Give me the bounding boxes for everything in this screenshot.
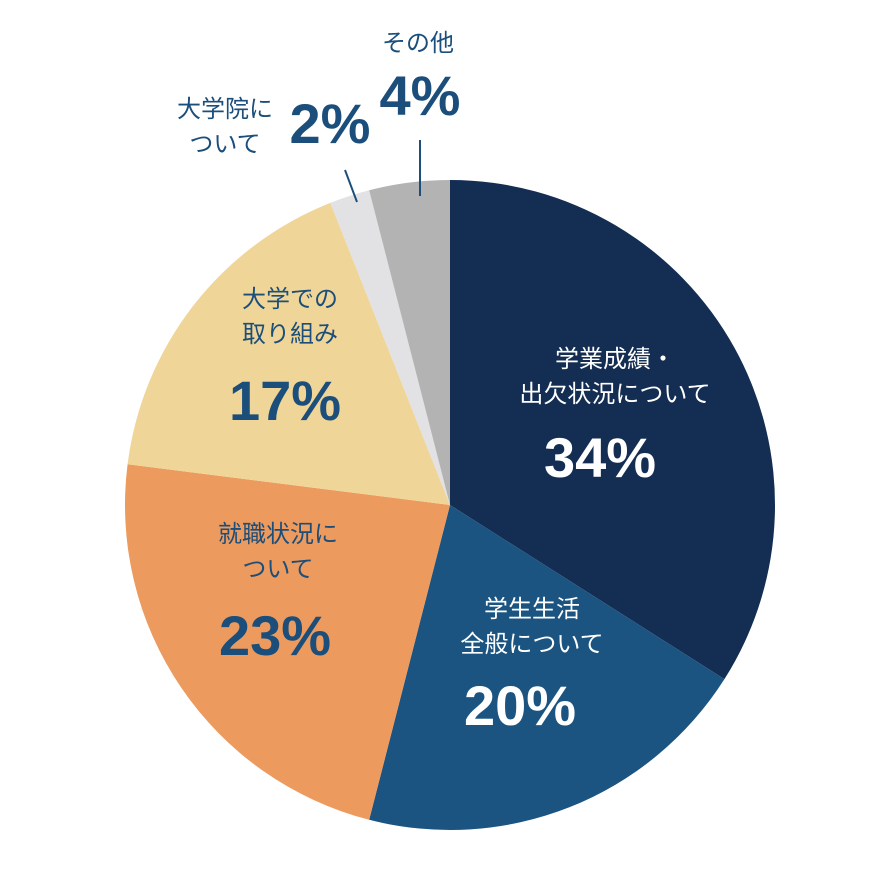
value-label: 2%	[290, 92, 371, 155]
category-label: 就職状況に	[218, 520, 338, 548]
category-label: 学生生活	[484, 595, 580, 623]
pie-slice	[450, 180, 775, 680]
value-label: 34%	[544, 426, 656, 489]
pie-slice	[369, 180, 450, 505]
value-label: 23%	[219, 604, 331, 667]
category-label: 大学院に	[177, 95, 273, 123]
category-label: ついて	[189, 130, 260, 158]
value-label: 4%	[380, 64, 461, 127]
pie-slice	[127, 202, 451, 506]
value-label: 17%	[229, 369, 341, 432]
category-label: ついて	[242, 555, 313, 583]
value-label: 20%	[464, 674, 576, 737]
leader-line	[344, 169, 358, 203]
category-label: 出欠状況について	[519, 380, 710, 408]
category-label: 学業成績・	[555, 345, 675, 373]
pie-slice	[124, 464, 451, 820]
category-label: その他	[382, 29, 454, 57]
category-label: 全般について	[460, 630, 603, 658]
pie-slice	[330, 190, 450, 505]
category-label: 取り組み	[242, 320, 338, 348]
category-label: 大学での	[242, 285, 338, 313]
pie-slice	[369, 505, 725, 830]
